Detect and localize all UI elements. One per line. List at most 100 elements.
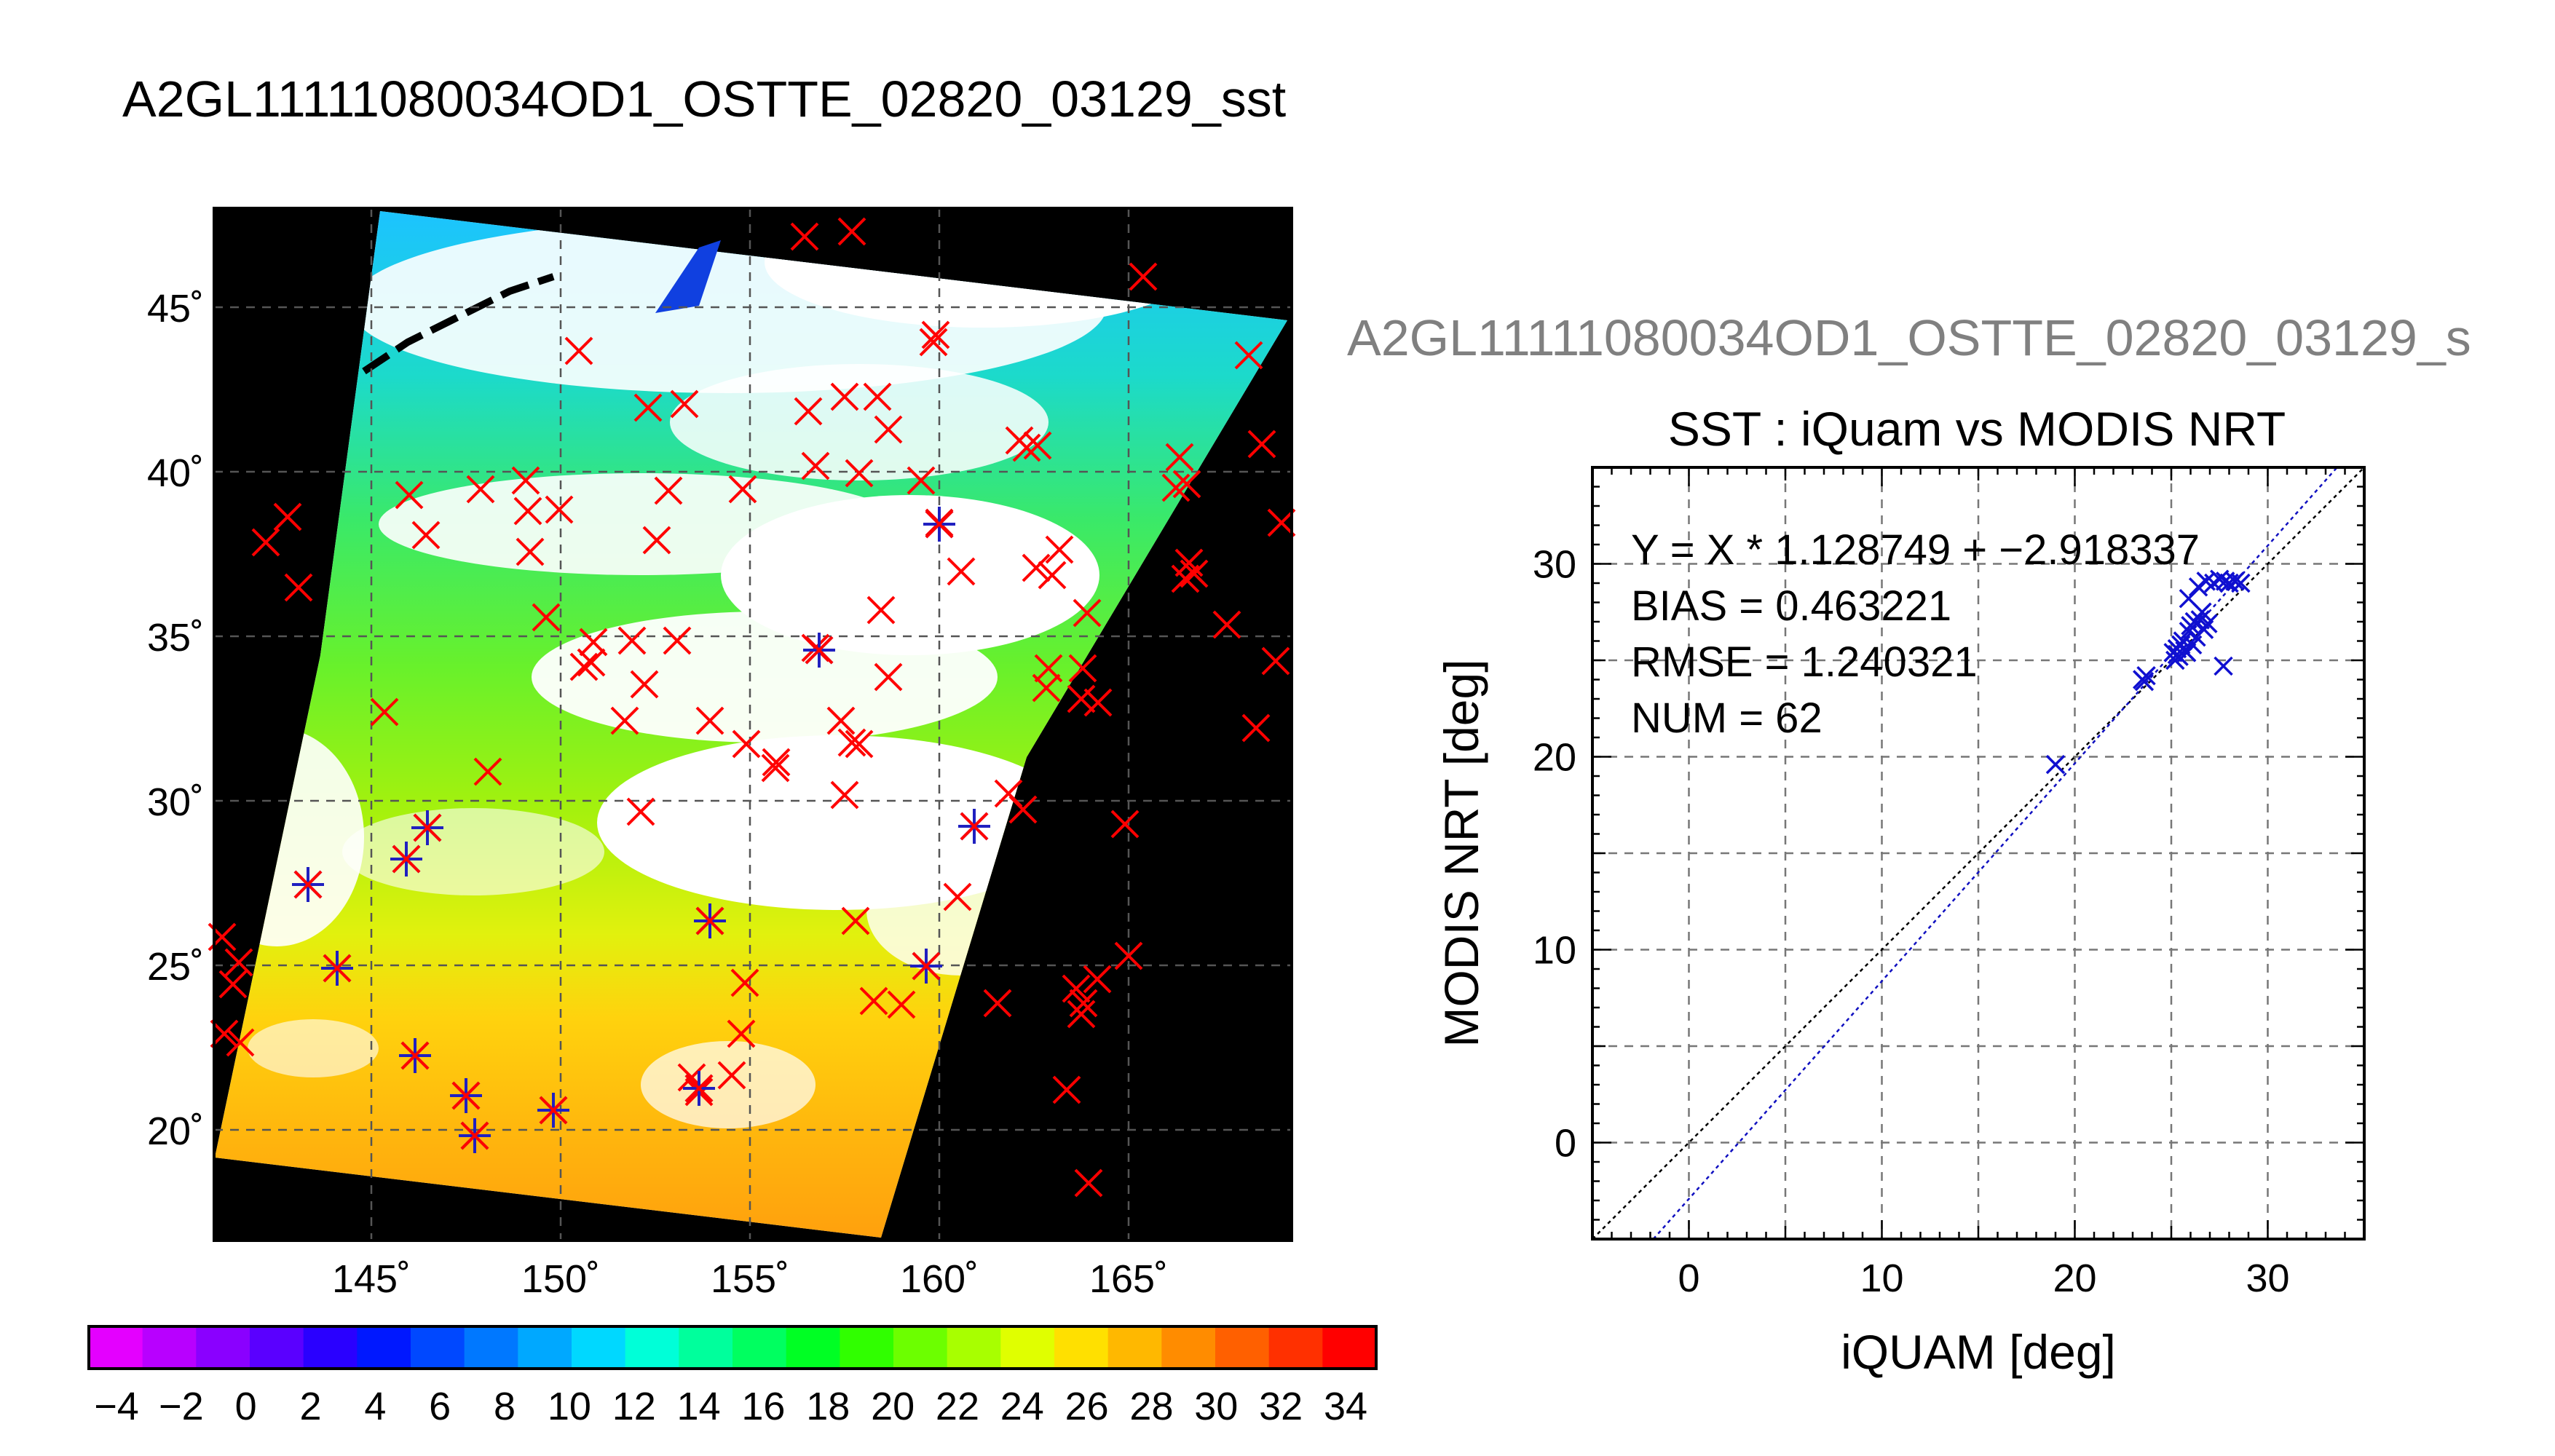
map-matchup-marker — [284, 573, 313, 602]
colorbar-tick-label: 28 — [1129, 1385, 1173, 1428]
colorbar-segment — [679, 1326, 733, 1369]
stats-rmse: RMSE = 1.240321 — [1631, 638, 1978, 686]
y-tick-label: 0 — [1555, 1122, 1576, 1166]
scatter-point — [2182, 635, 2203, 655]
colorbar-tick-label: 14 — [677, 1385, 721, 1428]
colorbar-tick-label: 10 — [548, 1385, 591, 1428]
scatter-point — [2175, 641, 2195, 660]
map-matchup-marker — [1069, 989, 1098, 1018]
colorbar-segment — [89, 1326, 143, 1369]
lon-label-150: 150˚ — [521, 1257, 600, 1301]
colorbar-segment — [625, 1326, 679, 1369]
scatter-point — [2225, 571, 2245, 591]
map-matchup-marker — [841, 906, 870, 935]
lon-label-145: 145˚ — [332, 1257, 411, 1301]
colorbar-tick-label: 24 — [1000, 1385, 1044, 1428]
colorbar — [87, 1325, 1378, 1370]
map-matchup-marker — [1032, 673, 1061, 703]
map-matchup-marker — [1083, 965, 1112, 994]
colorbar-segment — [1161, 1326, 1216, 1369]
colorbar-segment — [464, 1326, 518, 1369]
map-matchup-marker — [511, 466, 540, 495]
map-matchup-marker — [451, 1081, 481, 1110]
colorbar-segment — [1268, 1326, 1323, 1369]
map-matchup-marker — [845, 459, 874, 488]
map-matchup-marker — [1038, 561, 1067, 590]
colorbar-segment — [518, 1326, 572, 1369]
colorbar-tick-label: 20 — [871, 1385, 915, 1428]
colorbar-tick-label: 12 — [612, 1385, 656, 1428]
map-matchup-marker — [983, 989, 1012, 1018]
map-matchup-marker — [1161, 473, 1190, 502]
map-matchup-marker — [947, 557, 976, 586]
map-matchup-marker — [626, 797, 655, 826]
map-matchup-marker — [801, 451, 830, 480]
scatter-point — [2192, 602, 2212, 622]
map-matchup-marker — [794, 397, 823, 426]
map-matchup-marker — [1165, 443, 1194, 472]
map-matchup-marker — [912, 951, 941, 981]
map-lon-labels: 145˚ 150˚ 155˚ 160˚ 165˚ — [332, 1257, 1168, 1301]
scatter-point — [2231, 573, 2251, 593]
scatter-stats: Y = X * 1.128749 + −2.918337 BIAS = 0.46… — [1631, 526, 2200, 742]
map-matchup-marker — [1114, 941, 1143, 970]
lat-label-40: 40˚ — [147, 451, 204, 495]
scatter-point — [2045, 754, 2066, 775]
scatter-point — [2194, 620, 2214, 639]
fit-line — [1652, 467, 2338, 1240]
colorbar-tick-label: 18 — [806, 1385, 850, 1428]
lat-label-45: 45˚ — [147, 287, 204, 331]
map-matchup-marker — [224, 948, 253, 977]
map-matchup-marker — [925, 510, 954, 539]
map-matchup-marker — [1174, 548, 1204, 577]
stats-bias: BIAS = 0.463221 — [1631, 582, 1951, 630]
colorbar-tick-label: 2 — [300, 1385, 322, 1428]
colorbar-segment — [572, 1326, 626, 1369]
map-matchup-marker — [919, 328, 948, 357]
lat-label-30: 30˚ — [147, 780, 204, 824]
scatter-point — [2210, 569, 2230, 589]
map-matchup-marker — [392, 844, 421, 874]
colorbar-segment — [1107, 1326, 1162, 1369]
map-matchup-marker — [577, 648, 606, 677]
map-matchup-marker — [826, 706, 856, 735]
coastline — [362, 273, 555, 375]
colorbar-segment — [786, 1326, 840, 1369]
map-matchup-marker — [859, 986, 888, 1016]
map-matchup-marker — [1241, 713, 1271, 743]
map-matchup-marker — [1062, 974, 1091, 1003]
scatter-point — [2188, 577, 2208, 597]
map-matchup-marker — [564, 336, 593, 365]
lon-label-165: 165˚ — [1089, 1257, 1168, 1301]
scatter-title: SST : iQuam vs MODIS NRT — [1668, 402, 2286, 456]
colorbar-tick-label: −2 — [159, 1385, 204, 1428]
x-axis-label: iQUAM [deg] — [1841, 1325, 2116, 1379]
colorbar-tick-label: 30 — [1194, 1385, 1238, 1428]
colorbar-segment — [1215, 1326, 1270, 1369]
map-matchup-marker — [395, 480, 424, 510]
map-matchup-marker — [1261, 646, 1290, 676]
map-matchup-marker — [1234, 341, 1263, 370]
map-matchup-marker — [545, 495, 574, 524]
map-matchup-marker — [630, 670, 659, 699]
scatter-subtitle: A2GL11111080034OD1_OSTTE_02820_03129_s — [1347, 309, 2471, 366]
scatter-reference-lines — [1592, 467, 2365, 1240]
map-matchup-marker — [400, 1041, 430, 1070]
colorbar-tick-label: 4 — [364, 1385, 386, 1428]
map-matchup-marker — [670, 389, 699, 419]
map-matchup-marker — [684, 1074, 714, 1103]
lat-label-20: 20˚ — [147, 1109, 204, 1153]
colorbar-segment — [732, 1326, 787, 1369]
map-matchup-marker — [654, 476, 683, 505]
map-matchup-marker — [717, 1061, 746, 1090]
map-matchup-marker — [218, 970, 248, 999]
lon-label-160: 160˚ — [900, 1257, 979, 1301]
map-matchup-marker — [1083, 688, 1113, 717]
map-matchup-marker — [1067, 684, 1096, 713]
x-tick-label: 30 — [2246, 1257, 2289, 1300]
map-matchup-marker — [907, 466, 936, 495]
map-matchup-marker — [732, 729, 761, 759]
y-tick-label: 30 — [1533, 543, 1576, 587]
map-matchup-marker — [762, 748, 791, 777]
colorbar-tick-label: 22 — [936, 1385, 979, 1428]
